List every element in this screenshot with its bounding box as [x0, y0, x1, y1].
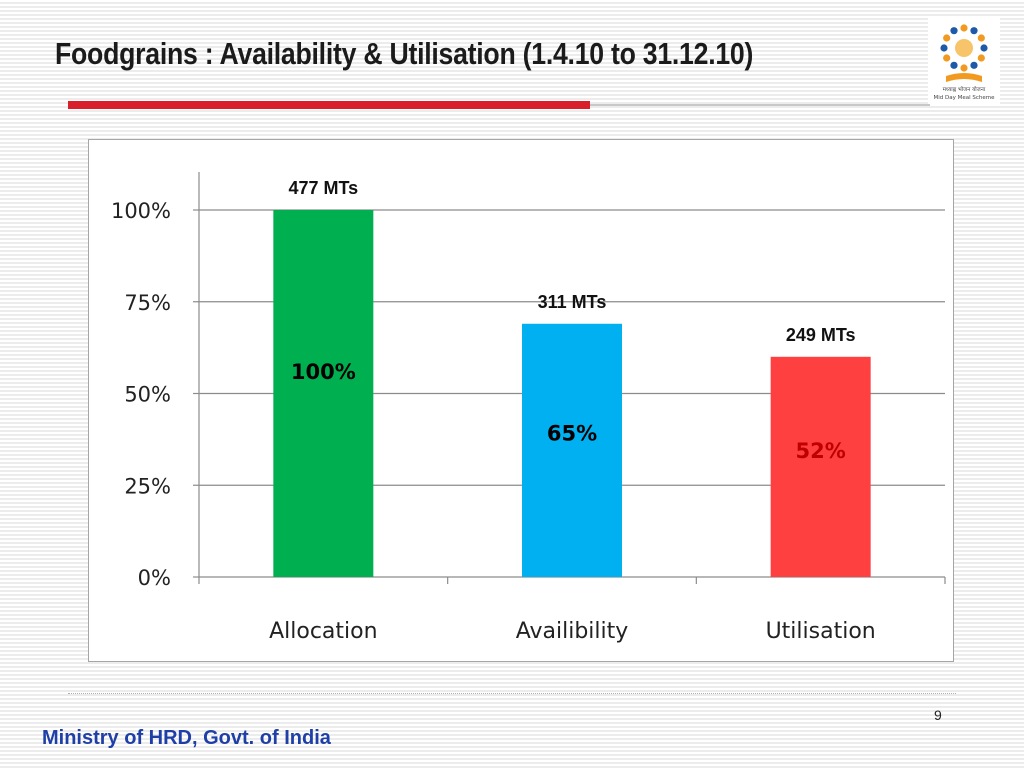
logo-figure-dot [960, 64, 968, 72]
logo-figure-dot [943, 34, 951, 42]
title-underline-grey [590, 104, 930, 106]
y-tick-label: 25% [124, 474, 171, 498]
logo-figure-dot [940, 44, 948, 52]
data-label-quantity: 249 MTs [786, 325, 856, 345]
logo-figure-dot [950, 61, 958, 69]
y-tick-label: 50% [124, 383, 171, 407]
slide-title: Foodgrains : Availability & Utilisation … [55, 36, 754, 71]
logo-center [955, 39, 973, 57]
data-label-quantity: 477 MTs [288, 178, 358, 198]
logo-figure-dot [977, 54, 985, 62]
book-icon [946, 73, 982, 82]
logo-figure-dot [970, 27, 978, 35]
bar [273, 210, 374, 577]
x-tick-label: Availibility [516, 619, 629, 644]
page-number: 9 [934, 707, 942, 723]
data-label-quantity: 311 MTs [538, 292, 607, 312]
logo-figure-dot [960, 24, 968, 32]
logo-figure-dot [977, 34, 985, 42]
bar [770, 356, 871, 577]
mid-day-meal-logo: मध्याह्न भोजन योजना Mid Day Meal Scheme [928, 18, 1000, 104]
logo-figure-dot [970, 61, 978, 69]
data-label-percent: 52% [796, 439, 846, 463]
logo-figure-dot [980, 44, 988, 52]
bar-chart: 0% 25% 50% 75% 100% Allocation 100% 477 MTs Avai… [111, 172, 946, 644]
x-tick-label: Allocation [269, 619, 377, 644]
data-label-percent: 65% [547, 421, 597, 445]
y-tick-label: 75% [124, 291, 171, 315]
logo-figures-ring [940, 24, 988, 72]
x-tick-label: Utilisation [766, 619, 876, 644]
logo-caption-hindi: मध्याह्न भोजन योजना [943, 86, 986, 93]
chart-area: 0% 25% 50% 75% 100% Allocation 100% 477 MTs Avai… [88, 139, 954, 662]
title-underline-red [68, 101, 590, 109]
y-tick-label: 100% [111, 199, 171, 223]
bar [522, 323, 622, 577]
y-tick-label: 0% [138, 566, 171, 590]
logo-figure-dot [943, 54, 951, 62]
logo-figure-dot [950, 27, 958, 35]
footer-divider [68, 693, 956, 695]
data-label-percent: 100% [291, 360, 356, 384]
footer-ministry: Ministry of HRD, Govt. of India [42, 727, 331, 749]
logo-caption-english: Mid Day Meal Scheme [933, 95, 995, 101]
